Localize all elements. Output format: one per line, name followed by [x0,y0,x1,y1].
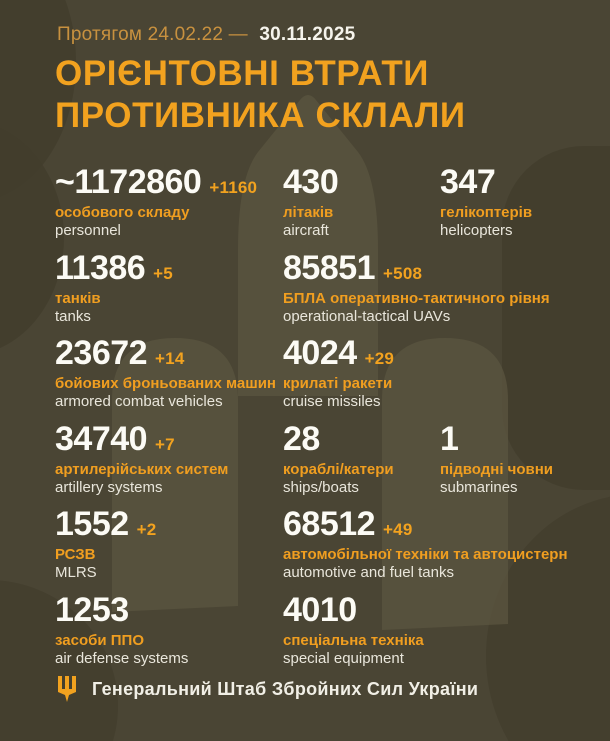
stat-label-ua: автомобільної техніки та автоцистерн [283,546,568,563]
stat-label-en: submarines [440,478,518,496]
period-prefix: Протягом 24.02.22 — [57,24,248,45]
stat-value: 4024 [283,334,357,372]
stat-label-ua: підводні човни [440,460,554,478]
stat-value: 68512 [283,505,376,543]
stat-label-en: ships/boats [283,478,359,496]
stat-delta: +508 [383,263,423,283]
stat-delta: +1160 [209,178,258,197]
stat-label-en: operational-tactical UAVs [283,307,451,325]
stat-value: 430 [283,163,339,201]
stat-label-en: MLRS [55,564,97,581]
stat-artillery: 34740 +7 артилерійських систем artillery… [55,420,281,496]
stat-delta: +2 [136,520,157,539]
stat-value: 34740 [55,419,148,458]
stat-label-ua: РСЗВ [55,546,96,563]
stat-label-en: air defense systems [55,649,189,667]
stats-row: 34740 +7 артилерійських систем artillery… [55,420,598,506]
stat-ships: 28 кораблі/катери ships/boats [283,420,598,496]
stat-delta: +7 [155,434,175,454]
page-title: ОРІЄНТОВНІ ВТРАТИ ПРОТИВНИКА СКЛАЛИ [55,53,466,137]
stat-cruise-missiles: 4024 +29 крилаті ракети cruise missiles [283,334,598,410]
stat-value: 28 [283,419,320,458]
stat-value: 11386 [55,248,146,287]
stats-row: 1552 +2 РСЗВ MLRS 68512 +49 автомобільно… [55,505,598,591]
stat-label-ua: літаків [283,204,334,221]
stat-tanks: 11386 +5 танків tanks [55,249,281,325]
stat-label-ua: спеціальна техніка [283,631,424,649]
stat-label-ua: бойових броньованих машин [55,375,276,392]
stats-row: 1253 засоби ППО air defense systems 4010… [55,591,598,677]
stat-label-en: personnel [55,222,121,239]
stat-delta: +14 [155,349,185,368]
stat-aircraft: 430 літаків aircraft [283,163,598,239]
stat-value: 347 [440,163,496,201]
stat-personnel: ~1172860 +1160 особового складу personne… [55,163,281,239]
stat-label-ua: гелікоптерів [440,204,533,221]
stat-delta: +29 [364,349,395,368]
stat-submarines: 1 підводні човни submarines [440,420,598,496]
stat-label-ua: крилаті ракети [283,375,393,392]
stat-uavs: 85851 +508 БПЛА оперативно-тактичного рі… [283,249,598,325]
stat-value: ~1172860 [55,163,202,201]
stats-row: 11386 +5 танків tanks 85851 +508 БПЛА оп… [55,249,598,335]
stat-label-en: cruise missiles [283,393,381,410]
stat-value: 1253 [55,590,129,629]
title-line-1: ОРІЄНТОВНІ ВТРАТИ [55,54,430,93]
stat-automotive: 68512 +49 автомобільної техніки та автоц… [283,505,598,581]
stat-label-ua: артилерійських систем [55,460,229,478]
stat-label-en: tanks [55,307,91,325]
stat-delta: +5 [153,263,173,283]
stat-label-ua: засоби ППО [55,631,144,649]
stat-mlrs: 1552 +2 РСЗВ MLRS [55,505,281,581]
stat-air-defense: 1253 засоби ППО air defense systems [55,591,281,667]
stat-special-equipment: 4010 спеціальна техніка special equipmen… [283,591,598,667]
stat-value: 23672 [55,334,148,372]
stat-label-en: automotive and fuel tanks [283,564,454,581]
stat-label-en: artillery systems [55,478,163,496]
stats-row: 23672 +14 бойових броньованих машин armo… [55,334,598,420]
stat-label-en: armored combat vehicles [55,393,223,410]
stat-delta: +49 [383,520,413,539]
stat-label-ua: особового складу [55,204,190,221]
report-period: Протягом 24.02.22 — 30.11.2025 [57,24,355,46]
stat-armored-vehicles: 23672 +14 бойових броньованих машин armo… [55,334,281,410]
period-date: 30.11.2025 [259,24,356,45]
tryzub-icon [58,676,76,702]
stat-label-en: helicopters [440,222,513,239]
stat-label-en: aircraft [283,222,329,239]
stat-label-ua: кораблі/катери [283,460,394,478]
stat-value: 1 [440,419,459,458]
losses-grid: ~1172860 +1160 особового складу personne… [55,163,598,676]
stat-label-ua: танків [55,289,101,307]
footer-source: Генеральний Штаб Збройних Сил України [92,678,479,699]
stat-label-en: special equipment [283,649,404,667]
stats-row: ~1172860 +1160 особового складу personne… [55,163,598,249]
stat-helicopters: 347 гелікоптерів helicopters [440,163,598,239]
stat-value: 1552 [55,505,129,543]
footer: Генеральний Штаб Збройних Сил України [57,676,478,702]
stat-value: 4010 [283,590,357,629]
stat-label-ua: БПЛА оперативно-тактичного рівня [283,289,550,307]
stat-value: 85851 [283,248,376,287]
title-line-2: ПРОТИВНИКА СКЛАЛИ [55,96,466,135]
